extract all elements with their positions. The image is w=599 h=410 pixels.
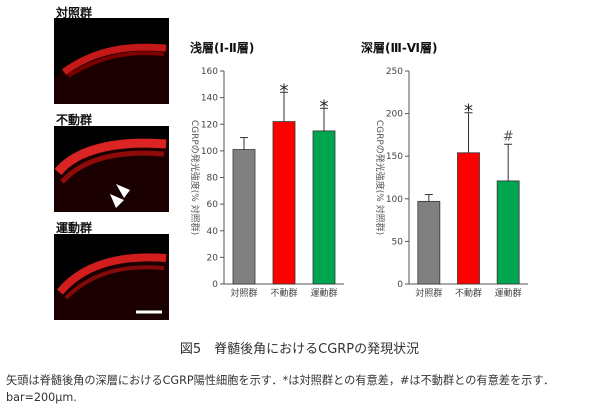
chart-title-deep: 深層(Ⅲ-Ⅵ層) [361, 40, 437, 55]
y-tick-label-deep: 50 [392, 237, 404, 247]
y-tick-label-deep: 150 [386, 152, 403, 162]
micrograph-label-exercise: 運動群 [56, 221, 93, 235]
y-tick-label-superficial: 60 [207, 200, 219, 210]
y-axis-label-superficial: CGRPの発光強度(% 対照群) [189, 120, 201, 235]
y-tick-label-deep: 0 [397, 280, 403, 290]
category-label-deep-1: 不動群 [455, 287, 482, 299]
micrograph-exercise-image [54, 253, 169, 320]
y-tick-label-superficial: 40 [207, 227, 219, 237]
significance-mark-deep-1: * [464, 101, 473, 122]
significance-mark-deep-2: # [503, 129, 514, 144]
category-label-superficial-1: 不動群 [270, 287, 297, 299]
figure-footnote: 矢頭は脊髄後角の深層におけるCGRP陽性細胞を示す．*は対照群との有意差，#は不… [6, 372, 596, 406]
y-tick-label-superficial: 0 [212, 280, 218, 290]
significance-mark-superficial-2: * [320, 96, 329, 117]
category-label-deep-0: 対照群 [415, 287, 442, 299]
category-label-superficial-2: 運動群 [310, 287, 337, 299]
bar-superficial-1 [272, 121, 296, 285]
y-tick-label-superficial: 160 [201, 67, 218, 77]
bar-charts: 浅層(Ⅰ-Ⅱ層) 0 20 40 60 80 100 120 140 160 CGRPの発光強度(%… [189, 40, 528, 299]
micrograph-label-immobilized: 不動群 [56, 113, 93, 127]
bar-superficial-2 [312, 130, 336, 285]
category-label-superficial-0: 対照群 [230, 287, 257, 299]
y-tick-label-deep: 250 [386, 67, 403, 77]
category-label-deep-2: 運動群 [495, 287, 522, 299]
y-tick-label-deep: 200 [386, 110, 403, 120]
bar-deep-1 [457, 152, 480, 285]
arrowhead-icon [110, 194, 124, 208]
micrograph-immobilized-image [54, 138, 169, 212]
micrograph-control-image [54, 43, 169, 104]
y-tick-label-superficial: 20 [207, 253, 219, 263]
y-tick-label-superficial: 140 [201, 94, 218, 104]
bar-deep-2 [496, 180, 520, 285]
bar-superficial-0 [232, 149, 256, 285]
micrograph-label-control: 対照群 [56, 6, 93, 20]
micrograph-control [54, 18, 169, 104]
y-axis-label-deep: CGRPの発光強度(% 対照群) [374, 120, 386, 235]
micrograph-immobilized [54, 126, 169, 212]
y-tick-label-superficial: 80 [207, 174, 219, 184]
micrograph-exercise [54, 234, 169, 320]
footnote-line-2: bar=200μm. [6, 391, 77, 404]
footnote-line-1: 矢頭は脊髄後角の深層におけるCGRP陽性細胞を示す．*は対照群との有意差，#は不… [6, 374, 555, 387]
chart-title-superficial: 浅層(Ⅰ-Ⅱ層) [190, 40, 254, 55]
bar-deep-0 [417, 200, 441, 285]
y-tick-label-superficial: 120 [201, 120, 218, 130]
y-tick-label-superficial: 100 [201, 147, 218, 157]
significance-mark-superficial-1: * [280, 80, 289, 101]
arrowhead-icon [116, 184, 130, 198]
figure-caption: 図5 脊髄後角におけるCGRPの発現状況 [179, 342, 420, 357]
y-tick-label-deep: 100 [386, 195, 403, 205]
